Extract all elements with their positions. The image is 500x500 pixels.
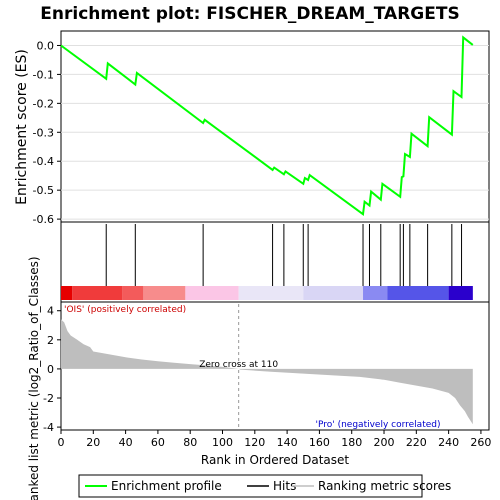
x-tick-label: 20 [86, 436, 100, 449]
es-y-tick-label: -0.1 [33, 68, 54, 81]
hit-markers [105, 224, 463, 286]
x-axis-label: Rank in Ordered Dataset [201, 453, 349, 467]
x-tick-label: 120 [244, 436, 265, 449]
color-bar-segment [363, 286, 388, 300]
color-bar-segment [72, 286, 123, 300]
es-y-tick-label: 0.0 [37, 39, 55, 52]
color-bar-segment [238, 286, 304, 300]
metric-y-tick-label: -4 [43, 421, 54, 434]
legend-label: Hits [273, 479, 296, 493]
legend: Enrichment profile Hits Ranking metric sco… [85, 479, 451, 493]
x-tick-label: 100 [212, 436, 233, 449]
color-bar-segment [448, 286, 473, 300]
x-tick-label: 220 [406, 436, 427, 449]
metric-y-tick-label: 2 [47, 334, 54, 347]
x-tick-label: 260 [470, 436, 491, 449]
ranking-color-bar [61, 286, 473, 300]
x-tick-label: 80 [183, 436, 197, 449]
chart-title: Enrichment plot: FISCHER_DREAM_TARGETS [40, 4, 459, 24]
color-bar-segment [61, 286, 73, 300]
color-bar-segment [143, 286, 186, 300]
metric-y-tick-label: 0 [47, 363, 54, 376]
x-tick-label: 140 [277, 436, 298, 449]
legend-label: Ranking metric scores [318, 479, 451, 493]
color-bar-segment [185, 286, 239, 300]
metric-y-axis-label: Ranked list metric (log2_Ratio_of_Classe… [27, 256, 41, 500]
ranking-metric-bars [61, 319, 473, 425]
x-tick-label: 60 [151, 436, 165, 449]
es-gridlines [61, 44, 489, 220]
metric-y-tick-label: -2 [43, 392, 54, 405]
x-tick-label: 160 [309, 436, 330, 449]
metric-y-axis: 4 2 0 -2 -4 [43, 305, 61, 434]
x-tick-label: 0 [58, 436, 65, 449]
negative-correlation-label: 'Pro' (negatively correlated) [316, 420, 441, 430]
es-y-tick-label: -0.4 [33, 155, 54, 168]
x-tick-label: 240 [438, 436, 459, 449]
x-tick-label: 40 [119, 436, 133, 449]
color-bar-segment [122, 286, 144, 300]
color-bar-segment [303, 286, 364, 300]
enrichment-profile-line [60, 35, 474, 217]
color-bar-segment [387, 286, 449, 300]
es-y-tick-label: -0.5 [33, 184, 54, 197]
es-y-tick-label: -0.6 [33, 213, 54, 226]
es-y-axis: 0.0 -0.1 -0.2 -0.3 -0.4 -0.5 -0.6 [33, 39, 61, 226]
es-y-tick-label: -0.2 [33, 97, 54, 110]
legend-label: Enrichment profile [111, 479, 222, 493]
zero-cross-label: Zero cross at 110 [199, 360, 278, 370]
es-panel-frame [60, 30, 490, 223]
x-axis: 0 20 40 60 80 100 120 140 160 180 200 220 240 260 [58, 430, 491, 449]
es-y-tick-label: -0.3 [33, 126, 54, 139]
metric-y-tick-label: 4 [47, 305, 54, 318]
x-tick-label: 200 [374, 436, 395, 449]
positive-correlation-label: 'OIS' (positively correlated) [64, 305, 186, 315]
x-tick-label: 180 [341, 436, 362, 449]
es-y-axis-label: Enrichment score (ES) [14, 49, 30, 205]
